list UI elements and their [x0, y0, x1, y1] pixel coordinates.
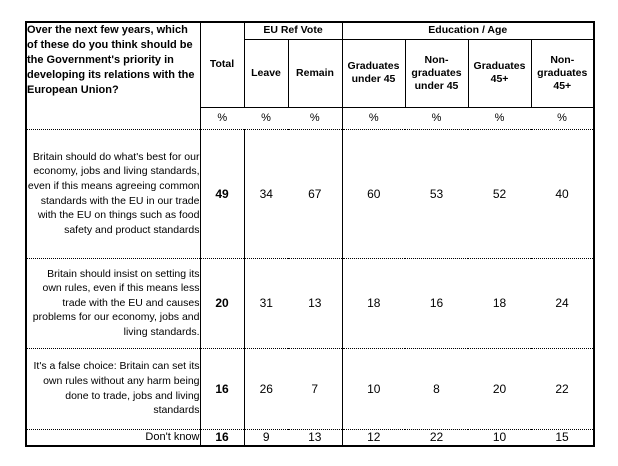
col-header-remain: Remain [287, 38, 343, 108]
percent-symbol: % [531, 107, 595, 130]
percent-symbol: % [341, 107, 406, 130]
value-cell-non-graduates-under-45: 53 [405, 129, 469, 259]
value-cell-graduates-under-45: 10 [341, 348, 406, 430]
value-cell-non-graduates-45-plus: 15 [555, 430, 569, 445]
answer-label: Britain should insist on setting its own… [26, 258, 201, 349]
value-cell-leave: 9 [243, 429, 288, 446]
dont-know-row: Don't know 16 9 13 12 22 10 15 [26, 429, 594, 446]
col-header-leave: Leave [243, 38, 289, 108]
value-cell-total: 16 [215, 430, 229, 445]
col-header-graduates-under-45: Graduates under 45 [341, 38, 406, 108]
value-cell-remain: 13 [308, 430, 322, 445]
value-cell-total: 16 [200, 348, 244, 430]
value-cell-leave: 34 [243, 129, 288, 259]
value-cell-remain: 67 [288, 129, 343, 259]
survey-crosstab-table: Over the next few years, which of these … [25, 21, 596, 447]
question-cell: Over the next few years, which of these … [26, 22, 201, 130]
value-cell-non-graduates-45-plus: 22 [531, 348, 595, 430]
value-cell-leave: 26 [243, 348, 288, 430]
value-cell-non-graduates-45-plus: 40 [531, 129, 595, 259]
value-cell-non-graduates-under-45: 16 [405, 258, 469, 349]
answer-label: Britain should do what's best for our ec… [26, 129, 201, 259]
percent-symbol: % [405, 107, 469, 130]
group-header-eu-ref-vote: EU Ref Vote [243, 21, 343, 40]
value-cell-graduates-under-45: 12 [341, 429, 406, 446]
col-header-non-graduates-45-plus: Non-graduates 45+ [530, 38, 595, 108]
value-cell-non-graduates-under-45: 22 [429, 430, 444, 445]
value-cell-graduates-45-plus: 10 [492, 430, 507, 445]
value-cell-graduates-under-45: 18 [341, 258, 406, 349]
col-header-graduates-45-plus: Graduates 45+ [467, 38, 532, 108]
percent-symbol: % [468, 107, 532, 130]
group-header-education-age: Education / Age [341, 21, 595, 40]
value-cell-total: 49 [200, 129, 244, 259]
value-cell-non-graduates-under-45: 8 [405, 348, 469, 430]
value-cell-graduates-under-45: 60 [341, 129, 406, 259]
answer-row-2: Britain should insist on setting its own… [26, 258, 595, 349]
answer-row-1: Britain should do what's best for our ec… [26, 129, 595, 259]
value-cell-total: 20 [200, 258, 244, 349]
value-cell-graduates-45-plus: 20 [468, 348, 532, 430]
value-cell-remain: 13 [288, 258, 343, 349]
col-header-non-graduates-under-45: Non-graduates under 45 [404, 38, 469, 108]
sub-header-row: Leave Remain Graduates under 45 Non-grad… [26, 38, 595, 108]
value-cell-leave: 31 [243, 258, 288, 349]
percent-symbol: % [199, 107, 244, 130]
percent-row: % % % % % % % [26, 107, 595, 130]
answer-row-3: It's a false choice: Britain can set its… [26, 348, 595, 430]
answer-label: It's a false choice: Britain can set its… [26, 348, 201, 430]
percent-symbol: % [288, 107, 343, 130]
value-cell-graduates-45-plus: 52 [468, 129, 532, 259]
group-header-row: Over the next few years, which of these … [26, 21, 595, 130]
answer-label: Don't know [26, 429, 201, 446]
value-cell-non-graduates-45-plus: 24 [531, 258, 595, 349]
percent-symbol: % [244, 107, 288, 130]
value-cell-remain: 7 [288, 348, 343, 430]
col-header-total: Total [199, 21, 245, 108]
value-cell-graduates-45-plus: 18 [468, 258, 532, 349]
